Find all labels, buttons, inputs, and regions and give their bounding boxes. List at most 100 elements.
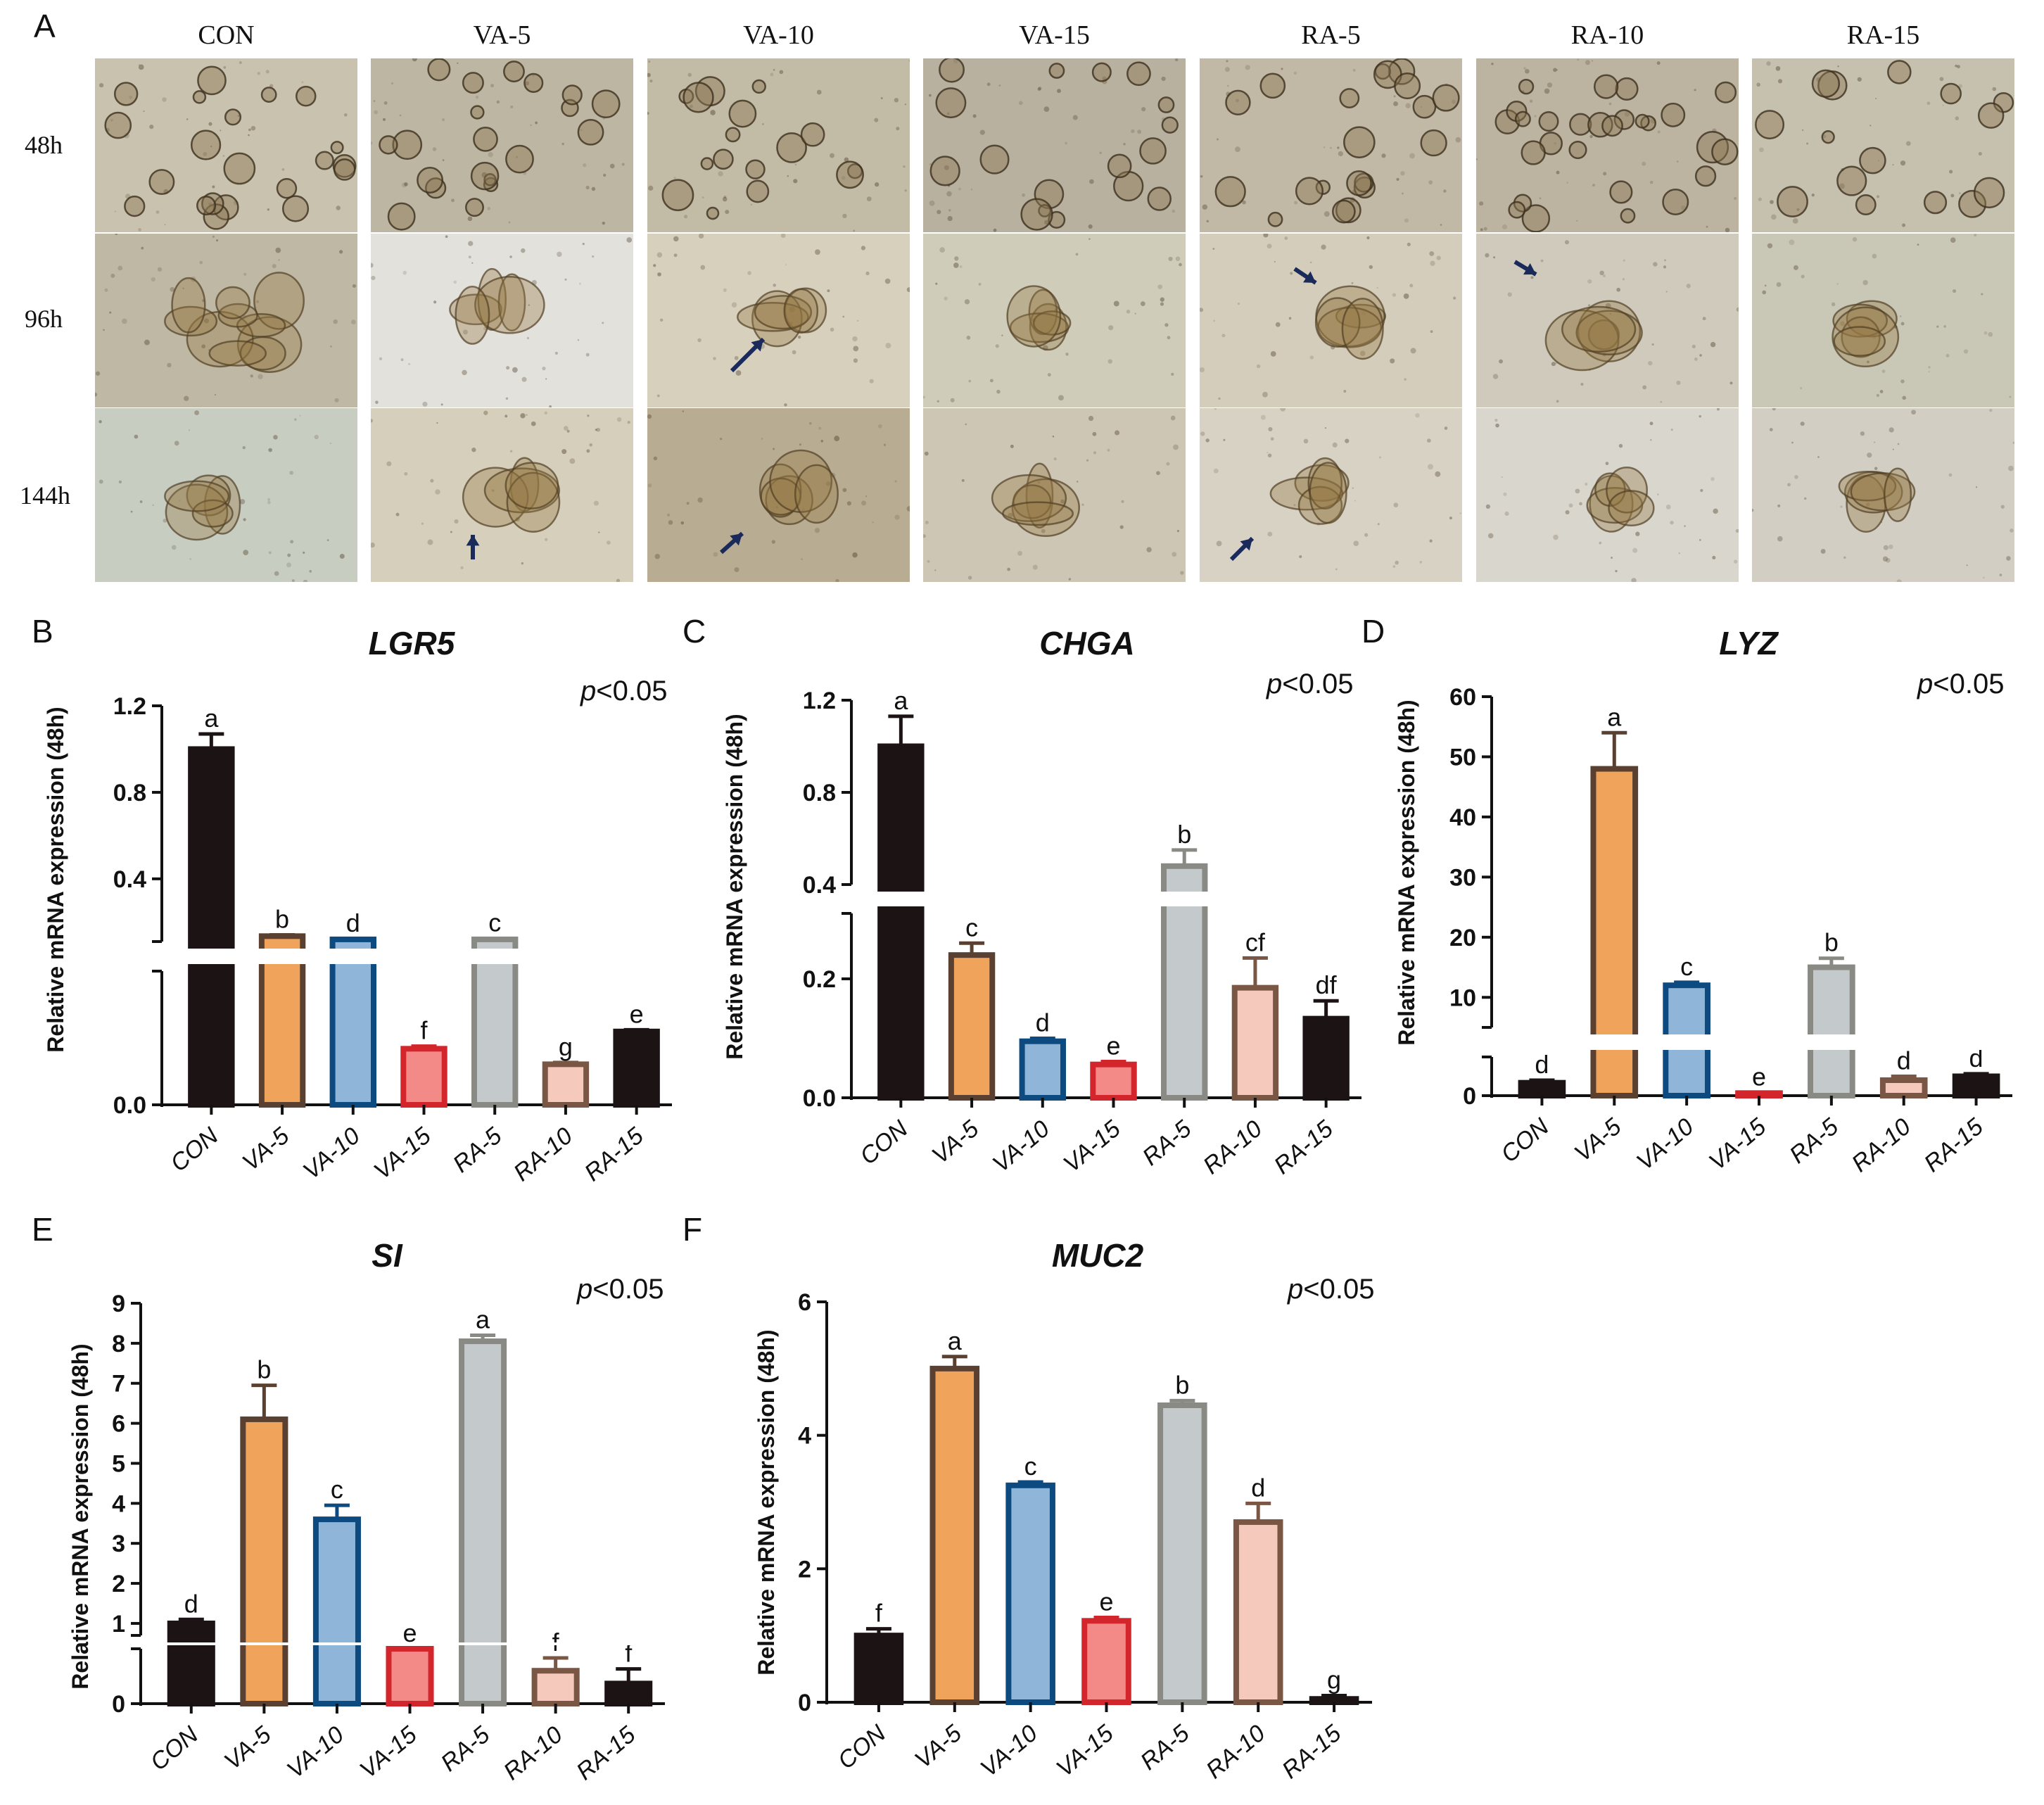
- significance-letter: f: [625, 1639, 633, 1668]
- micrograph-tile: [1200, 234, 1462, 407]
- x-tick-label: VA-15: [369, 1122, 436, 1185]
- bar: [1309, 1696, 1359, 1705]
- x-tick-label: VA-5: [1570, 1113, 1627, 1167]
- x-tick-label: VA-10: [282, 1721, 349, 1784]
- bar: [948, 952, 996, 1101]
- micrograph-tile: [1200, 408, 1462, 582]
- significance-letter: d: [1535, 1050, 1549, 1079]
- bar: [929, 1365, 980, 1706]
- bar: [400, 1046, 447, 1108]
- significance-letter: df: [1316, 970, 1338, 999]
- significance-letter: d: [1897, 1046, 1911, 1075]
- significance-letter: a: [894, 686, 908, 715]
- x-tick-label: RA-10: [1198, 1115, 1267, 1179]
- significance-letter: e: [402, 1619, 417, 1647]
- axis-break-gap: [855, 892, 1361, 906]
- micrograph-row-label: 144h: [20, 481, 70, 509]
- bar: [1808, 964, 1855, 1098]
- x-tick-label: RA-10: [509, 1122, 578, 1186]
- bar: [167, 1620, 215, 1706]
- y-tick-label: 0.4: [803, 872, 836, 899]
- y-tick-label: 8: [112, 1331, 125, 1357]
- bar: [329, 936, 376, 1108]
- y-tick-label: 9: [112, 1291, 125, 1317]
- y-tick-label: 0.2: [803, 966, 836, 993]
- x-tick-label: RA-5: [1136, 1720, 1195, 1775]
- micrograph-tile: [1476, 58, 1739, 232]
- bar: [1518, 1079, 1566, 1098]
- bar: [604, 1680, 653, 1706]
- x-tick-label: VA-5: [910, 1720, 967, 1774]
- y-axis-label: Relative mRNA expression (48h): [43, 707, 68, 1052]
- axis-break-gap: [1495, 1034, 2012, 1050]
- micrograph-tile: [371, 234, 633, 407]
- significance-letter: d: [346, 908, 360, 937]
- bar: [471, 936, 519, 1108]
- x-tick-label: CON: [1496, 1113, 1554, 1168]
- x-tick-label: CON: [165, 1122, 224, 1177]
- y-tick-label: 0: [112, 1691, 125, 1718]
- panel-letter-a: A: [34, 8, 56, 44]
- y-tick-label: 4: [798, 1423, 811, 1450]
- significance-letter: f: [420, 1016, 428, 1045]
- y-tick-label: 0.0: [803, 1085, 836, 1112]
- micrograph-row-label: 96h: [25, 305, 63, 333]
- significance-letter: d: [1036, 1008, 1050, 1037]
- bar: [1005, 1482, 1055, 1706]
- p-value-annotation: p<0.05: [580, 676, 667, 707]
- bar: [1879, 1077, 1928, 1098]
- bar: [188, 746, 235, 1108]
- x-tick-label: RA-15: [580, 1122, 649, 1186]
- chart-title: CHGA: [1039, 625, 1134, 661]
- y-axis-label: Relative mRNA expression (48h): [1394, 699, 1419, 1045]
- y-tick-label: 0.8: [803, 780, 836, 806]
- significance-letter: c: [1680, 952, 1693, 981]
- y-tick-label: 0.4: [113, 866, 146, 893]
- bar: [1952, 1073, 2000, 1098]
- axis-break-gap: [144, 1642, 665, 1645]
- significance-letter: b: [275, 904, 289, 933]
- significance-letter: b: [1175, 1370, 1189, 1399]
- micrograph-column-label: RA-15: [1846, 20, 1920, 50]
- micrograph-column-label: RA-10: [1570, 20, 1644, 50]
- panel-letter-e: E: [32, 1211, 53, 1248]
- micrograph-row-label: 48h: [25, 131, 63, 159]
- y-tick-label: 6: [798, 1289, 811, 1316]
- chart-title: LGR5: [369, 625, 456, 661]
- x-tick-label: CON: [855, 1115, 913, 1170]
- y-tick-label: 40: [1449, 804, 1476, 831]
- x-tick-label: RA-15: [571, 1721, 640, 1785]
- y-tick-label: 2: [112, 1571, 125, 1597]
- bar: [613, 1028, 660, 1108]
- x-tick-label: VA-5: [220, 1721, 277, 1775]
- y-tick-label: 7: [112, 1371, 125, 1398]
- chart-title: MUC2: [1052, 1237, 1144, 1274]
- micrograph-tile: [1476, 234, 1739, 407]
- panel-letter-c: C: [683, 613, 706, 650]
- x-tick-label: RA-10: [1201, 1720, 1270, 1784]
- y-tick-label: 6: [112, 1411, 125, 1438]
- significance-letter: d: [1969, 1044, 1983, 1072]
- panel-letter-d: D: [1361, 613, 1385, 650]
- bar: [853, 1633, 904, 1706]
- bar: [1233, 1519, 1283, 1705]
- y-tick-label: 3: [112, 1531, 125, 1557]
- bar: [1019, 1038, 1066, 1101]
- bar: [1231, 984, 1279, 1101]
- significance-letter: c: [331, 1475, 343, 1504]
- y-tick-label: 0: [1463, 1083, 1476, 1110]
- micrograph-tile: [647, 234, 910, 407]
- bar: [240, 1416, 288, 1706]
- micrograph-tile: [95, 234, 357, 407]
- y-tick-label: 0.8: [113, 780, 146, 806]
- significance-letter: g: [559, 1032, 573, 1061]
- significance-letter: a: [1607, 702, 1622, 731]
- bar: [459, 1338, 507, 1706]
- x-tick-label: VA-10: [298, 1122, 365, 1185]
- x-tick-label: VA-10: [975, 1720, 1042, 1782]
- bar: [312, 1516, 361, 1706]
- micrograph-tile: [923, 234, 1186, 407]
- significance-letter: c: [1024, 1452, 1037, 1481]
- p-value-annotation: p<0.05: [1266, 669, 1353, 699]
- x-tick-label: RA-5: [436, 1721, 495, 1777]
